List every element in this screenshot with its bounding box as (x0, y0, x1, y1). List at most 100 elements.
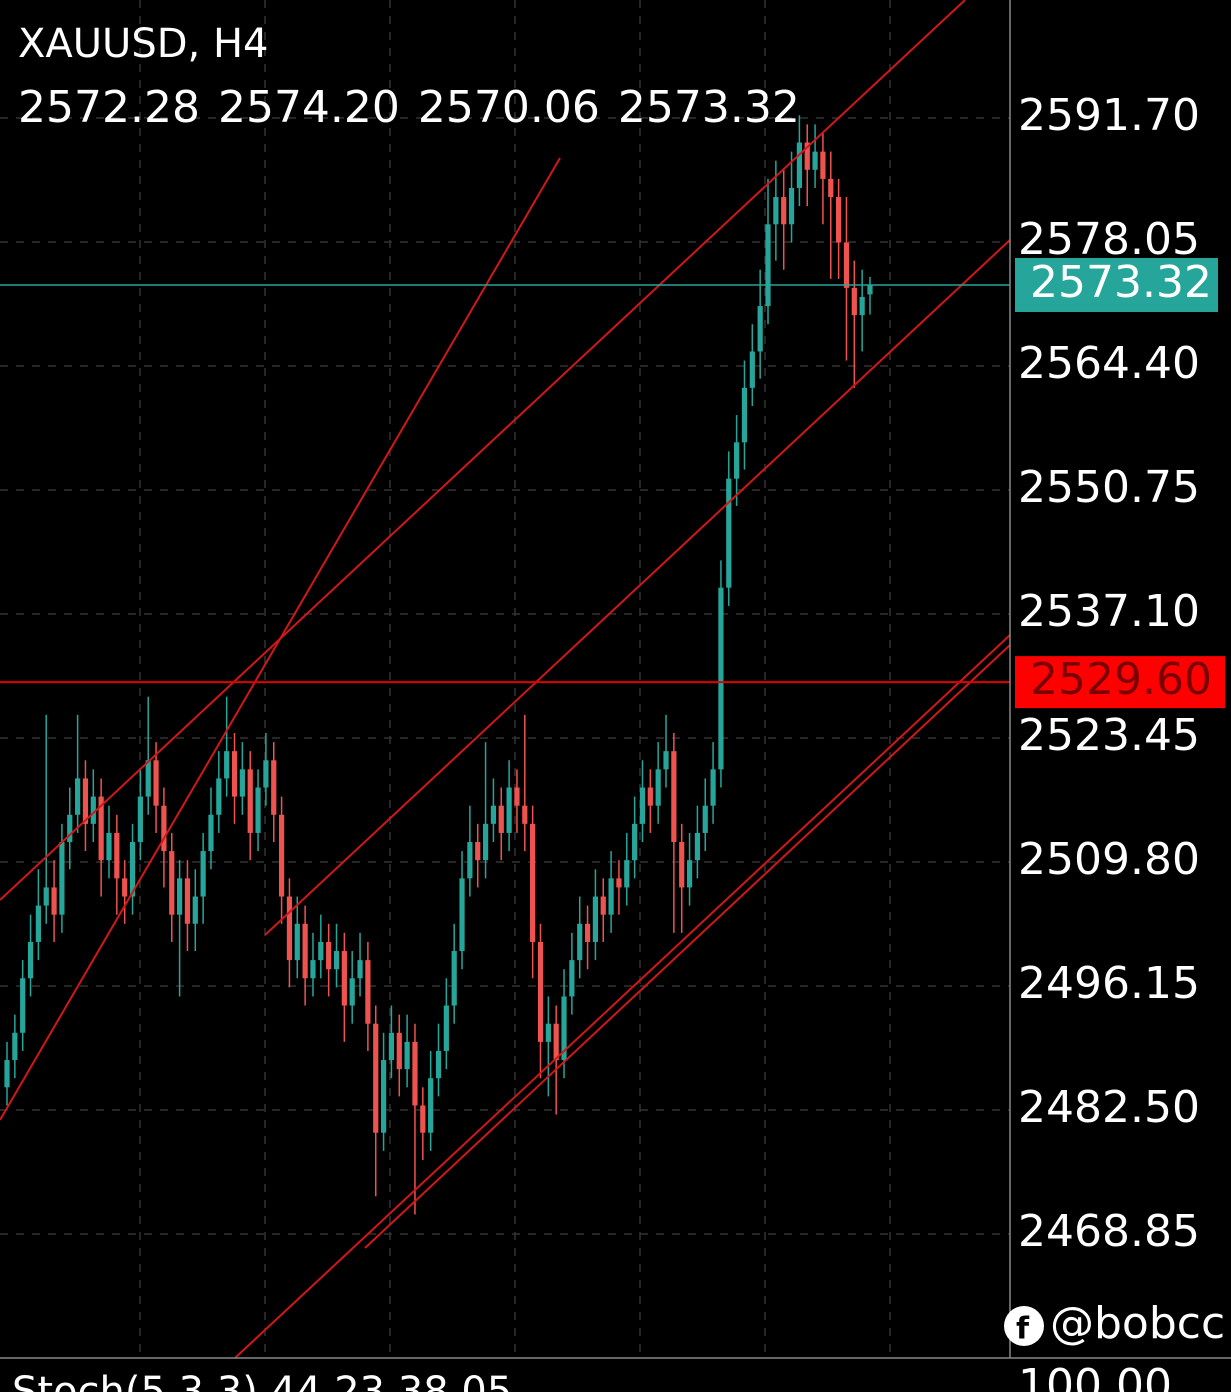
candle-body (271, 760, 277, 815)
ohlc-header: 2572.28 2574.20 2570.06 2573.32 (18, 82, 800, 133)
y-tick-label: 2564.40 (1018, 338, 1200, 389)
candle-body (679, 842, 685, 888)
candle-body (12, 1032, 18, 1061)
candle-body (804, 142, 810, 170)
candle-body (482, 823, 489, 861)
candles (4, 115, 873, 1215)
candle-body (467, 842, 473, 879)
candle-body (404, 1041, 410, 1070)
candle-body (216, 778, 222, 815)
candle-body (859, 296, 865, 316)
candle-body (106, 832, 112, 861)
candle-body (145, 760, 151, 797)
candle-body (137, 796, 143, 843)
candle-body (396, 1032, 402, 1070)
candle-body (129, 842, 136, 897)
candle-body (231, 751, 238, 797)
candle-body (294, 923, 300, 961)
candle-body (702, 805, 708, 833)
candle-body (757, 306, 763, 352)
candle-body (663, 751, 669, 770)
candle-body (788, 187, 795, 225)
y-tick-label: 2578.05 (1018, 214, 1200, 265)
candle-body (624, 860, 630, 888)
candle-body (522, 805, 528, 824)
candle-body (161, 805, 167, 852)
candle-body (812, 151, 818, 170)
header-value: 2570.06 (418, 82, 600, 133)
candle-body (200, 851, 206, 897)
candle-body (435, 1050, 442, 1079)
candle-body (671, 751, 677, 843)
candle-body (357, 960, 363, 979)
y-tick-label: 2496.15 (1018, 958, 1200, 1009)
candle-body (632, 823, 638, 861)
candle-body (498, 805, 504, 833)
candle-body (263, 760, 269, 788)
candle-body (412, 1041, 418, 1106)
candle-body (326, 941, 332, 970)
candle-body (537, 941, 544, 1042)
watermark: @bobcc (1050, 1298, 1225, 1349)
candle-body (373, 1023, 379, 1133)
candle-body (388, 1032, 395, 1061)
price-axis: 2591.70 2578.05 2564.40 2550.75 2537.10 2523.… (1015, 90, 1225, 1257)
candle-body (184, 878, 191, 924)
candle-body (734, 442, 740, 479)
candle-body (820, 151, 826, 179)
y-tick-label: 2537.10 (1018, 586, 1200, 637)
candle-body (380, 1060, 387, 1133)
candle-body (506, 787, 512, 833)
level-box (1015, 656, 1225, 709)
candle-body (341, 951, 347, 1006)
candle-body (67, 814, 73, 843)
candle-body (749, 351, 755, 388)
candle-body (239, 769, 245, 797)
y-tick-label: 2550.75 (1018, 462, 1200, 513)
candle-body (43, 887, 49, 906)
candle-body (153, 760, 159, 806)
y-tick-label: 2468.85 (1018, 1206, 1200, 1257)
candle-body (224, 751, 230, 779)
candle-body (286, 896, 293, 961)
candle-body (4, 1060, 10, 1088)
candle-body (255, 787, 261, 833)
candle-body (98, 796, 104, 861)
watermark-icon (1004, 1306, 1044, 1346)
candle-body (796, 142, 802, 188)
time-grid (139, 0, 891, 1358)
candle-body (318, 941, 324, 961)
candle-body (843, 242, 850, 288)
candle-body (686, 860, 693, 888)
trend-lines (0, 0, 1011, 1359)
level-label: 2529.60 (1030, 654, 1212, 705)
candle-body (459, 878, 465, 952)
candle-body (530, 823, 536, 942)
candle-body (59, 842, 65, 915)
candle-body (278, 814, 285, 897)
candle-body (867, 284, 873, 295)
header-value: 2572.28 (18, 82, 200, 133)
candle-body (169, 851, 175, 915)
candle-body (35, 905, 41, 942)
candle-body (365, 960, 371, 1024)
candle-body (600, 896, 606, 915)
candle-body (122, 878, 128, 897)
candle-body (177, 878, 183, 915)
candle-body (773, 197, 779, 225)
candle-body (490, 805, 497, 824)
last-price-label: 2573.32 (1030, 257, 1212, 308)
candle-body (349, 978, 355, 1006)
candle-body (302, 923, 308, 979)
y-tick-label: 2591.70 (1018, 90, 1200, 141)
y-tick-label: 2482.50 (1018, 1082, 1200, 1133)
candle-body (514, 787, 520, 806)
candle-body (608, 878, 614, 915)
candle-body (428, 1078, 434, 1133)
price-levels (0, 284, 1010, 684)
candle-body (51, 887, 57, 915)
candle-body (75, 778, 81, 815)
candle-body (333, 951, 340, 970)
candle-body (741, 387, 748, 443)
